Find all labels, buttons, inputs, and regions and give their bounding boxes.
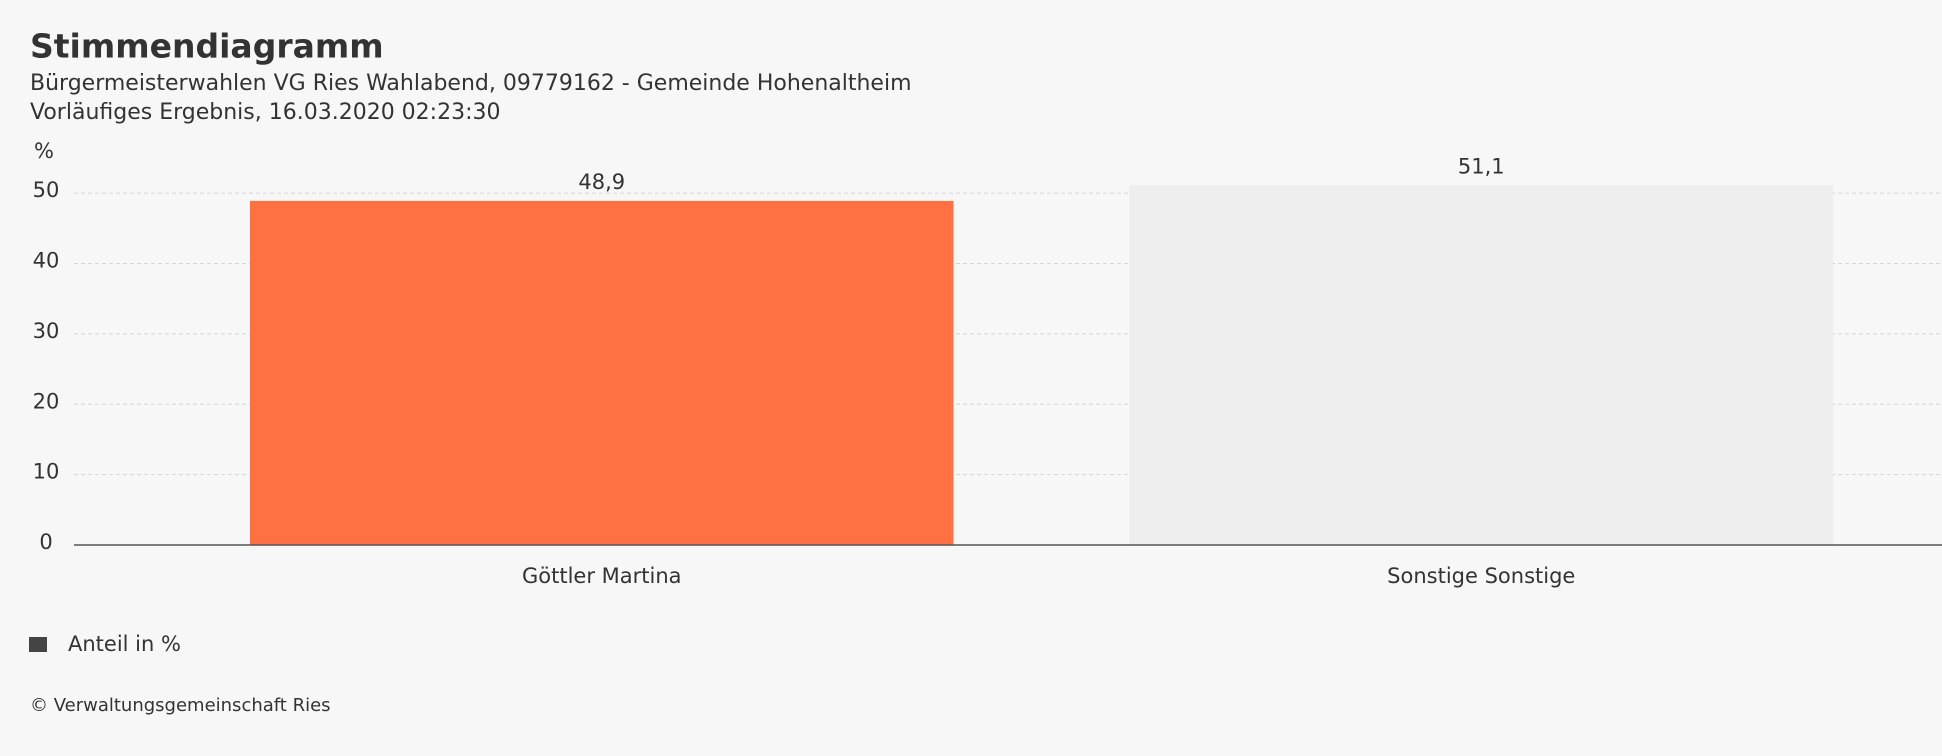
y-tick-label: 50 bbox=[33, 178, 60, 202]
legend-label: Anteil in % bbox=[68, 632, 181, 656]
subtitle: Vorläufiges Ergebnis, 16.03.2020 02:23:3… bbox=[30, 100, 501, 125]
credit: © Verwaltungsgemeinschaft Ries bbox=[30, 695, 331, 716]
legend-swatch bbox=[29, 637, 47, 652]
chart-title: Stimmendiagramm bbox=[30, 27, 384, 66]
x-tick-label: Sonstige Sonstige bbox=[1387, 564, 1575, 588]
y-tick-label: 10 bbox=[33, 460, 60, 484]
y-tick-label: 40 bbox=[33, 249, 60, 273]
subtitle: Bürgermeisterwahlen VG Ries Wahlabend, 0… bbox=[30, 71, 912, 96]
value-label: 51,1 bbox=[1458, 154, 1505, 178]
y-tick-label: 30 bbox=[33, 319, 60, 343]
bar bbox=[249, 200, 954, 545]
y-axis-label: % bbox=[34, 139, 54, 163]
y-tick-label: 0 bbox=[39, 530, 52, 554]
x-tick-label: Göttler Martina bbox=[522, 564, 682, 588]
value-label: 48,9 bbox=[578, 170, 625, 194]
bar bbox=[1129, 185, 1834, 545]
y-tick-label: 20 bbox=[33, 389, 60, 413]
